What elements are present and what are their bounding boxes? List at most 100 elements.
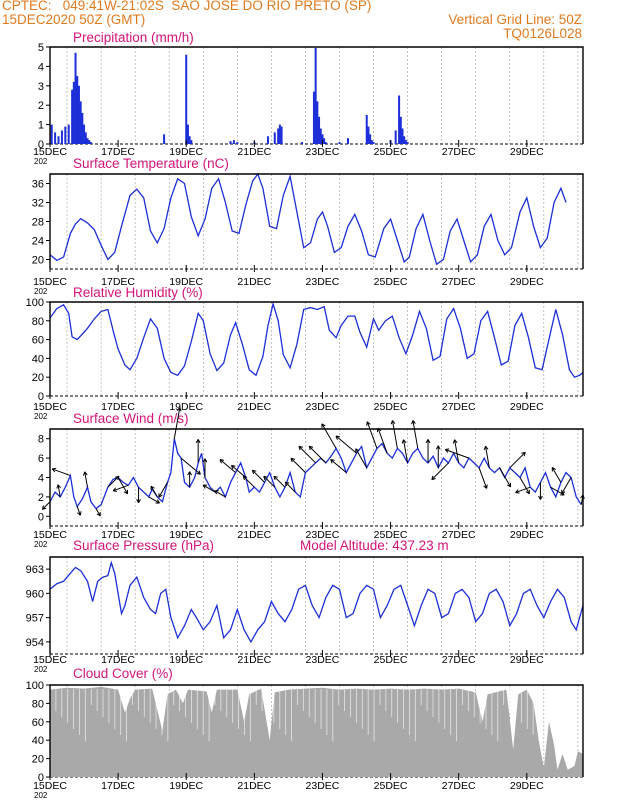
precip-bar bbox=[278, 124, 281, 144]
wind-arrowhead bbox=[521, 451, 526, 457]
wind-arrowhead bbox=[366, 421, 371, 426]
wind-arrowhead bbox=[290, 457, 295, 463]
wind-vector bbox=[112, 484, 129, 492]
precip-bar bbox=[236, 142, 239, 144]
pres-xtick-label: 17DEC bbox=[101, 654, 135, 666]
wind-vector bbox=[150, 485, 158, 498]
cloud-ytick-label: 100 bbox=[26, 680, 44, 692]
precip-bar bbox=[277, 128, 280, 144]
wind-vector bbox=[117, 477, 128, 495]
wind-arrowhead bbox=[525, 489, 530, 495]
init-time: 15DEC2020 50Z (GMT) bbox=[2, 12, 146, 27]
pres-xtick-label: 23DEC bbox=[306, 654, 340, 666]
wind-arrowhead bbox=[452, 439, 458, 444]
precip-bar bbox=[76, 76, 79, 144]
pres-panel: Surface Pressure (hPa) Model Altitude: 43… bbox=[26, 538, 584, 674]
wind-vector bbox=[445, 449, 470, 459]
cloud-ytick-label: 20 bbox=[32, 754, 44, 766]
wind-vector bbox=[214, 490, 226, 498]
wind-vector bbox=[551, 467, 562, 483]
temp-ytick-label: 20 bbox=[32, 255, 44, 267]
wind-arrowhead bbox=[483, 445, 489, 451]
wind-arrowhead bbox=[202, 484, 208, 489]
wind-vector bbox=[84, 471, 88, 488]
wind-arrowhead bbox=[330, 459, 335, 464]
wind-arrowhead bbox=[444, 448, 450, 453]
precip-bar bbox=[81, 112, 84, 144]
precip-bar bbox=[83, 124, 86, 144]
wind-arrowhead bbox=[538, 495, 543, 500]
wind-vector bbox=[391, 420, 398, 449]
precip-ytick-label: 1 bbox=[38, 120, 44, 132]
wind-vector bbox=[242, 475, 255, 488]
wind-arrowhead bbox=[150, 485, 155, 491]
wind-arrowhead bbox=[41, 505, 47, 510]
precip-bar bbox=[64, 126, 67, 144]
model-id: TQ0126L028 bbox=[503, 26, 582, 41]
wind-arrowhead bbox=[242, 475, 248, 481]
rh-ytick-label: 40 bbox=[32, 353, 44, 365]
cloud-frame bbox=[49, 684, 584, 777]
temp-xtick-label: 19DEC bbox=[169, 276, 203, 288]
wind-vector bbox=[148, 496, 160, 504]
cloud-xtick-label: 17DEC bbox=[101, 780, 135, 792]
wind-vector bbox=[412, 420, 419, 449]
wind-vector bbox=[290, 457, 306, 474]
wind-vector bbox=[273, 475, 286, 488]
temp-panel: Surface Temperature (nC) 20 24 28 32 36 15DEC 1… bbox=[32, 156, 584, 296]
pres-xtick-label: 15DEC bbox=[33, 654, 67, 666]
wind-vector bbox=[366, 421, 378, 449]
rh-xtick-label: 25DEC bbox=[374, 401, 408, 413]
wind-arrowhead bbox=[425, 439, 431, 444]
wind-ytick-label: 0 bbox=[38, 511, 44, 523]
rh-title: Relative Humidity (%) bbox=[73, 285, 203, 300]
pres-note: Model Altitude: 437.23 m bbox=[300, 538, 449, 553]
cloud-title: Cloud Cover (%) bbox=[73, 666, 173, 681]
wind-arrowhead bbox=[196, 470, 201, 475]
cloud-xtick-label: 19DEC bbox=[169, 780, 203, 792]
precip-bar bbox=[57, 136, 60, 144]
temp-xtick-label: 29DEC bbox=[510, 276, 544, 288]
pres-ytick-label: 957 bbox=[26, 613, 44, 625]
wind-vector bbox=[51, 468, 71, 477]
rh-ytick-label: 60 bbox=[32, 335, 44, 347]
wind-vector bbox=[377, 427, 388, 454]
precip-bar bbox=[372, 142, 375, 144]
precip-bar bbox=[89, 142, 92, 144]
wind-arrowhead bbox=[56, 484, 61, 489]
pres-year-fragment: 202 bbox=[34, 665, 48, 674]
precip-bar bbox=[190, 140, 193, 144]
precip-bar bbox=[323, 138, 326, 144]
rh-ytick-label: 20 bbox=[32, 372, 44, 384]
precip-bar bbox=[186, 124, 189, 144]
wind-arrowhead bbox=[123, 489, 129, 495]
rh-xtick-label: 17DEC bbox=[101, 401, 135, 413]
precip-bar bbox=[404, 140, 407, 144]
precip-bar bbox=[321, 134, 324, 144]
precip-ytick-label: 5 bbox=[38, 42, 44, 54]
wind-vector bbox=[519, 477, 530, 495]
wind-vector bbox=[499, 467, 511, 488]
temp-line bbox=[49, 172, 567, 266]
wind-arrowhead bbox=[195, 439, 201, 444]
wind-vector bbox=[321, 423, 337, 449]
wind-arrowhead bbox=[284, 481, 290, 487]
temp-ytick-label: 24 bbox=[32, 236, 44, 248]
wind-vector bbox=[308, 445, 327, 464]
precip-bar bbox=[398, 95, 401, 144]
precip-bar bbox=[72, 81, 75, 144]
wind-arrowhead bbox=[401, 439, 407, 444]
temp-xtick-label: 17DEC bbox=[101, 276, 135, 288]
rh-ytick-label: 80 bbox=[32, 316, 44, 328]
precip-xtick-label: 29DEC bbox=[510, 146, 544, 158]
wind-vector bbox=[158, 482, 168, 498]
wind-vector bbox=[355, 448, 368, 469]
cloud-xtick-label: 25DEC bbox=[374, 780, 408, 792]
rh-frame bbox=[49, 301, 584, 396]
wind-vector bbox=[284, 481, 296, 493]
wind-vector bbox=[173, 407, 181, 439]
wind-vector bbox=[107, 475, 120, 488]
precip-bar bbox=[367, 126, 370, 144]
station-header: CPTEC: 049:41W-21:02S SAO JOSE DO RIO PR… bbox=[2, 0, 372, 13]
precip-bar bbox=[79, 101, 82, 144]
